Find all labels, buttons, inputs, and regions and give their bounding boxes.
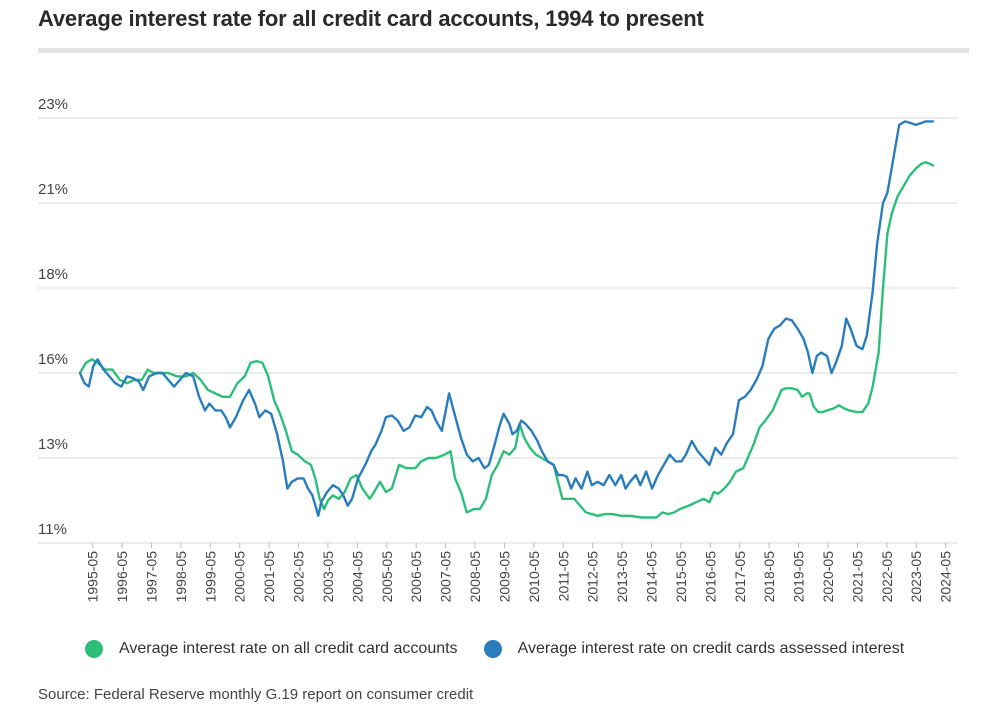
series-line-assessed-interest <box>78 120 935 517</box>
x-tick-label: 2008-05 <box>467 551 483 603</box>
legend-item-all-accounts: Average interest rate on all credit card… <box>85 640 458 658</box>
x-tick-label: 2019-05 <box>791 551 807 603</box>
y-axis-labels: 11% 13% 16% 18% 21% 23% <box>38 96 68 538</box>
x-tick-label: 2006-05 <box>408 551 424 603</box>
x-tick-label: 2018-05 <box>761 551 777 603</box>
x-tick-label: 2009-05 <box>496 551 512 603</box>
x-axis-labels: 1995-05 1996-05 1997-05 1998-05 1999-05 2000-… <box>85 551 954 603</box>
x-tick-label: 2024-05 <box>938 551 954 603</box>
legend-label-assessed-interest: Average interest rate on credit cards as… <box>517 640 905 657</box>
legend-item-assessed-interest: Average interest rate on credit cards as… <box>483 640 905 658</box>
line-chart: 11% 13% 16% 18% 21% 23% 1995-05 1996-05 1997-05… <box>38 96 958 603</box>
gridlines <box>38 117 958 548</box>
y-tick-label: 23% <box>38 96 68 113</box>
x-tick-label: 2023-05 <box>908 551 924 603</box>
title-divider <box>38 48 969 53</box>
chart-title: Average interest rate for all credit car… <box>38 6 704 31</box>
series-line-all-accounts <box>78 161 935 519</box>
x-tick-label: 2005-05 <box>379 551 395 603</box>
x-tick-label: 2001-05 <box>261 551 277 603</box>
y-tick-label: 18% <box>38 266 68 283</box>
x-tick-label: 1999-05 <box>202 551 218 603</box>
x-tick-label: 2000-05 <box>232 551 248 603</box>
x-tick-label: 1997-05 <box>143 551 159 603</box>
x-tick-label: 1996-05 <box>114 551 130 603</box>
legend-label-all-accounts: Average interest rate on all credit card… <box>119 640 458 657</box>
legend-marker-all-accounts <box>85 640 103 658</box>
y-tick-label: 11% <box>38 521 67 538</box>
x-tick-label: 2011-05 <box>555 551 571 602</box>
y-tick-label: 13% <box>38 436 68 453</box>
y-tick-label: 16% <box>38 351 68 368</box>
x-tick-label: 2015-05 <box>673 551 689 603</box>
x-tick-label: 2017-05 <box>732 551 748 603</box>
x-tick-label: 1995-05 <box>85 551 101 603</box>
x-tick-label: 2012-05 <box>585 551 601 603</box>
x-tick-label: 2010-05 <box>526 551 542 603</box>
x-tick-label: 2002-05 <box>291 551 307 603</box>
series-lines <box>78 120 935 519</box>
x-tick-label: 2003-05 <box>320 551 336 603</box>
chart-legend: Average interest rate on all credit card… <box>85 640 930 658</box>
legend-marker-assessed-interest <box>483 640 502 658</box>
x-tick-label: 2021-05 <box>849 551 865 603</box>
x-tick-label: 2013-05 <box>614 551 630 603</box>
source-note: Source: Federal Reserve monthly G.19 rep… <box>38 686 474 703</box>
x-tick-label: 2004-05 <box>349 551 365 603</box>
y-tick-label: 21% <box>38 181 68 198</box>
x-tick-label: 2022-05 <box>879 551 895 603</box>
x-tick-label: 2016-05 <box>702 551 718 603</box>
x-tick-label: 1998-05 <box>173 551 189 603</box>
x-tick-label: 2007-05 <box>438 551 454 603</box>
x-tick-label: 2020-05 <box>820 551 836 603</box>
x-tick-label: 2014-05 <box>644 551 660 603</box>
